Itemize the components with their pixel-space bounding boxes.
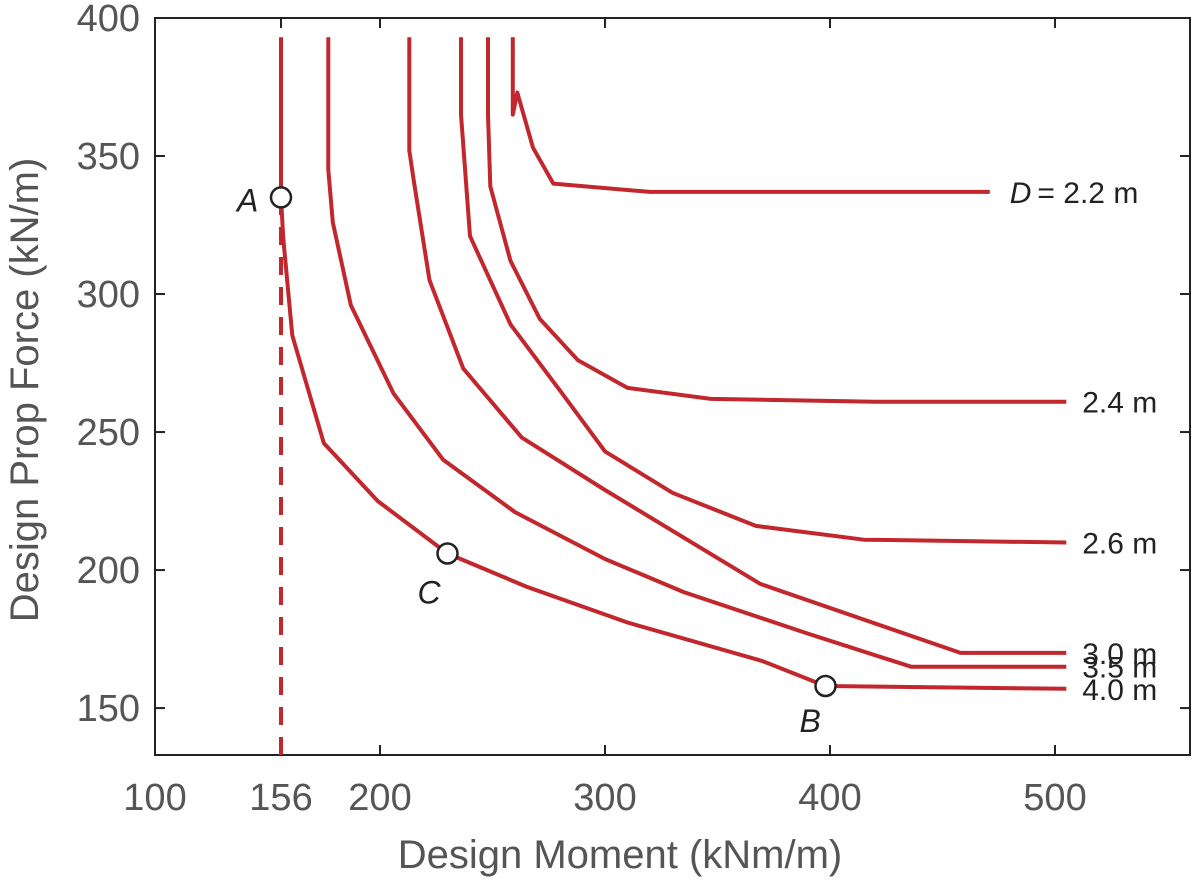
plot-area: 100 156 200 300 400 500 150 200 250 300 350 400 D = 2…	[77, 0, 1191, 819]
series-line	[459, 37, 1067, 545]
point-marker	[814, 674, 837, 698]
series-label-variable: D	[1010, 177, 1032, 210]
point-marker	[269, 186, 293, 209]
plot-frame	[154, 17, 1191, 756]
y-tick-label: 400	[77, 0, 140, 40]
x-tick-label: 300	[573, 777, 636, 819]
series-line	[486, 37, 1067, 404]
series-label: 3.5 m	[1082, 652, 1157, 685]
point-marker	[436, 542, 459, 565]
series-label: 3.0 m	[1082, 638, 1157, 671]
series-line	[326, 37, 1067, 669]
series-line	[279, 37, 1067, 691]
x-axis-title: Design Moment (kNm/m)	[398, 833, 843, 877]
y-tick-label: 250	[77, 412, 140, 454]
y-tick-label: 300	[77, 274, 140, 316]
x-tick-label: 400	[798, 777, 861, 819]
point-label: C	[418, 574, 442, 610]
x-tick-label: 500	[1023, 777, 1086, 819]
x-tick-label: 200	[348, 777, 411, 819]
point-label: A	[235, 182, 258, 218]
point-label: B	[800, 703, 821, 739]
y-tick-label: 200	[77, 550, 140, 592]
series-label: 4.0 m	[1082, 674, 1157, 707]
y-tick-label: 350	[77, 136, 140, 178]
y-tick-label: 150	[77, 688, 140, 730]
series-line	[407, 37, 1067, 655]
x-tick-label: 156	[249, 777, 312, 819]
series-label: D = 2.2 m	[1010, 177, 1139, 210]
x-tick-label: 100	[123, 777, 186, 819]
series-line	[510, 37, 990, 194]
y-axis-title: Design Prop Force (kN/m)	[3, 158, 47, 623]
series-label: 2.4 m	[1082, 387, 1157, 420]
series-label-value: = 2.2 m	[1037, 177, 1138, 210]
series-label: 2.6 m	[1082, 527, 1157, 560]
